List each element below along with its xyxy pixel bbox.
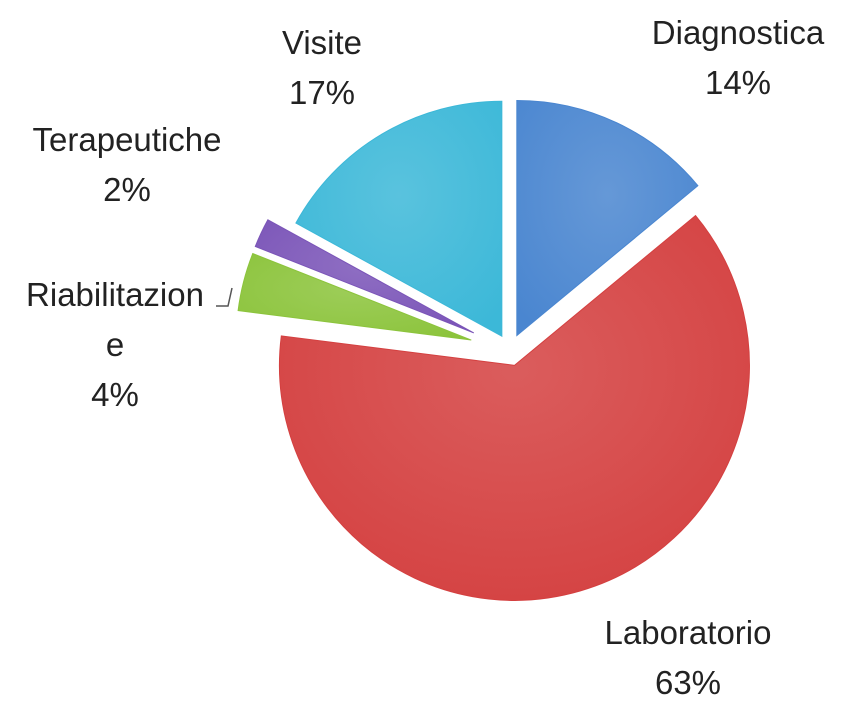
slice-label: Visite 17% — [222, 18, 422, 118]
slice-label: Terapeutiche 2% — [22, 115, 232, 215]
value-label: 4% — [91, 376, 139, 413]
value-label: 2% — [103, 171, 151, 208]
pie-slice — [295, 100, 503, 338]
slice-label: Riabilitazione 4% — [20, 270, 210, 420]
pie-slice — [254, 219, 475, 334]
pie-slice — [237, 252, 472, 341]
pie-slice — [516, 100, 699, 337]
slice-label: Diagnostica 14% — [628, 8, 848, 108]
category-label: Diagnostica — [651, 14, 825, 51]
value-label: 63% — [654, 664, 722, 701]
category-label: Terapeutiche — [32, 121, 222, 158]
value-label: 14% — [704, 64, 772, 101]
value-label: 17% — [288, 74, 356, 111]
leader-line — [216, 287, 233, 307]
category-label: Riabilitazione — [26, 276, 204, 363]
category-label: Laboratorio — [604, 614, 772, 651]
pie-slice — [278, 214, 750, 601]
category-label: Visite — [281, 24, 363, 61]
slice-label: Laboratorio 63% — [568, 608, 808, 708]
